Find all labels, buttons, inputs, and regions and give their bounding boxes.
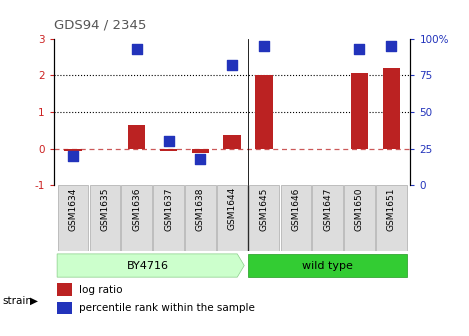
Point [133,46,140,52]
Bar [160,149,177,151]
Bar [255,75,273,149]
Point [356,46,363,52]
Text: log ratio: log ratio [79,285,122,295]
Text: GSM1636: GSM1636 [132,187,141,230]
FancyBboxPatch shape [58,185,88,251]
Text: GSM1637: GSM1637 [164,187,173,230]
Text: GSM1647: GSM1647 [323,187,332,230]
Text: ▶: ▶ [30,296,38,306]
FancyBboxPatch shape [312,185,343,251]
Point [260,43,268,49]
Bar [58,302,72,314]
Bar [223,135,241,149]
Text: GSM1646: GSM1646 [291,187,300,230]
FancyBboxPatch shape [376,185,407,251]
Text: GSM1645: GSM1645 [259,187,268,230]
Bar [248,254,407,277]
Bar [191,149,209,153]
Bar [128,125,145,149]
Bar [351,73,368,149]
Text: percentile rank within the sample: percentile rank within the sample [79,303,255,313]
FancyBboxPatch shape [185,185,216,251]
Text: GSM1638: GSM1638 [196,187,205,230]
Point [69,153,77,159]
FancyBboxPatch shape [249,185,279,251]
Point [387,43,395,49]
FancyArrow shape [57,254,244,277]
Text: GDS94 / 2345: GDS94 / 2345 [54,19,146,32]
FancyBboxPatch shape [121,185,152,251]
Text: BY4716: BY4716 [127,260,169,270]
Point [197,156,204,162]
Text: strain: strain [2,296,32,306]
FancyBboxPatch shape [344,185,375,251]
Bar [64,149,82,152]
FancyBboxPatch shape [280,185,311,251]
FancyBboxPatch shape [90,185,120,251]
Text: GSM1635: GSM1635 [100,187,109,230]
FancyBboxPatch shape [217,185,248,251]
Text: GSM1650: GSM1650 [355,187,364,230]
Point [228,62,236,68]
Text: wild type: wild type [302,260,353,270]
Text: GSM1644: GSM1644 [227,187,237,230]
Text: GSM1651: GSM1651 [387,187,396,230]
Text: GSM1634: GSM1634 [68,187,77,230]
Bar [58,284,72,296]
Point [165,138,172,144]
Bar [383,68,400,149]
FancyBboxPatch shape [153,185,184,251]
